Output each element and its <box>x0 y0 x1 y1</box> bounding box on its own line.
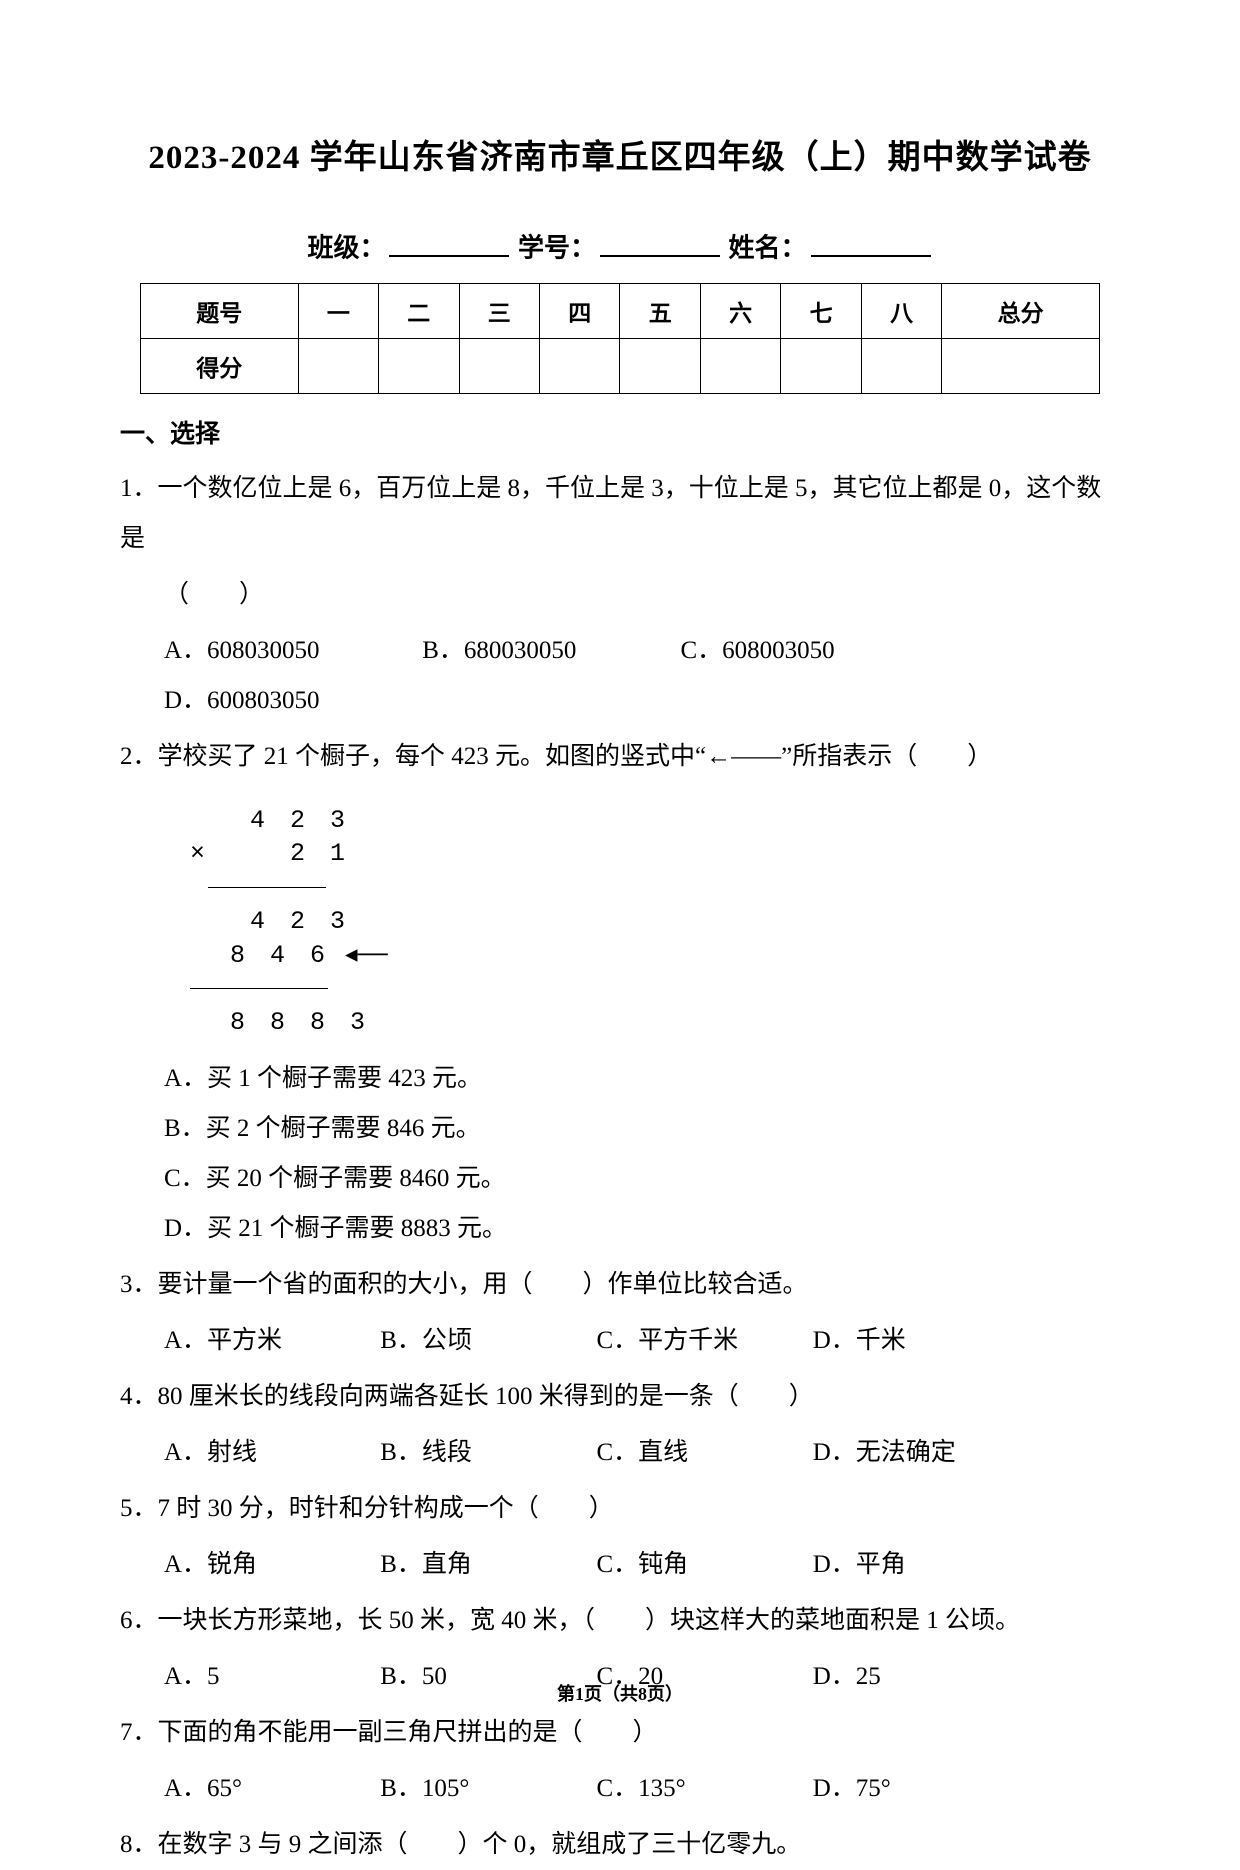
question-4-options: A．射线 B．线段 C．直线 D．无法确定 <box>120 1428 1120 1478</box>
name-blank <box>811 226 931 257</box>
mult-row-4: 8 4 6 ◂── <box>190 941 388 970</box>
question-1-paren: （ ） <box>120 570 1120 620</box>
question-3-options: A．平方米 B．公顷 C．平方千米 D．千米 <box>120 1316 1120 1366</box>
name-label: 姓名： <box>729 234 807 263</box>
score-header: 三 <box>459 283 539 338</box>
score-header: 题号 <box>141 283 299 338</box>
option-a: A．65° <box>164 1764 374 1814</box>
mult-rule-2 <box>190 988 328 989</box>
option-b: B．公顷 <box>380 1316 590 1366</box>
option-a: A．608030050 <box>164 626 416 676</box>
score-cell <box>298 338 378 393</box>
question-8: 8．在数字 3 与 9 之间添（ ）个 0，就组成了三十亿零九。 <box>120 1820 1120 1870</box>
id-blank <box>600 226 720 257</box>
question-7: 7．下面的角不能用一副三角尺拼出的是（ ） <box>120 1708 1120 1758</box>
arrow-left-icon: ◂── <box>330 941 388 970</box>
score-cell <box>379 338 459 393</box>
option-c: C．买 20 个橱子需要 8460 元。 <box>164 1154 1120 1204</box>
page-title: 2023-2024 学年山东省济南市章丘区四年级（上）期中数学试卷 <box>120 130 1120 178</box>
mult-row-4-digits: 8 4 6 <box>190 941 330 970</box>
option-d: D．无法确定 <box>813 1428 1023 1478</box>
score-cell <box>700 338 780 393</box>
question-1-options: A．608030050 B．680030050 C．608003050 D．60… <box>120 626 1120 726</box>
score-header: 七 <box>781 283 861 338</box>
score-cell <box>781 338 861 393</box>
question-6: 6．一块长方形菜地，长 50 米，宽 40 米，（ ）块这样大的菜地面积是 1 … <box>120 1596 1120 1646</box>
option-a: A．买 1 个橱子需要 423 元。 <box>164 1054 1120 1104</box>
mult-row-2: × 2 1 <box>190 839 350 868</box>
class-blank <box>389 226 509 257</box>
question-5: 5．7 时 30 分，时针和分针构成一个（ ） <box>120 1484 1120 1534</box>
score-header: 八 <box>861 283 941 338</box>
mult-row-3: 4 2 3 <box>190 907 350 936</box>
score-cell <box>861 338 941 393</box>
option-d: D．平角 <box>813 1540 1023 1590</box>
option-b: B．线段 <box>380 1428 590 1478</box>
option-c: C．钝角 <box>597 1540 807 1590</box>
option-a: A．射线 <box>164 1428 374 1478</box>
option-d: D．千米 <box>813 1316 1023 1366</box>
question-3: 3．要计量一个省的面积的大小，用（ ）作单位比较合适。 <box>120 1260 1120 1310</box>
option-b: B．105° <box>380 1764 590 1814</box>
score-header: 四 <box>540 283 620 338</box>
option-b: B．680030050 <box>422 626 674 676</box>
vertical-multiplication: 4 2 3 × 2 1 4 2 3 8 4 6 ◂── 8 8 8 3 <box>120 804 1120 1040</box>
score-header: 总分 <box>942 283 1100 338</box>
option-d: D．买 21 个橱子需要 8883 元。 <box>164 1204 1120 1254</box>
option-a: A．平方米 <box>164 1316 374 1366</box>
option-c: C．135° <box>597 1764 807 1814</box>
score-header: 二 <box>379 283 459 338</box>
id-label: 学号： <box>518 234 596 263</box>
question-1: 1．一个数亿位上是 6，百万位上是 8，千位上是 3，十位上是 5，其它位上都是… <box>120 464 1120 564</box>
option-c: C．平方千米 <box>597 1316 807 1366</box>
score-cell <box>942 338 1100 393</box>
section-1-title: 一、选择 <box>120 414 1120 450</box>
question-5-options: A．锐角 B．直角 C．钝角 D．平角 <box>120 1540 1120 1590</box>
question-2-options: A．买 1 个橱子需要 423 元。 B．买 2 个橱子需要 846 元。 C．… <box>120 1054 1120 1254</box>
question-4: 4．80 厘米长的线段向两端各延长 100 米得到的是一条（ ） <box>120 1372 1120 1422</box>
question-text: 1．一个数亿位上是 6，百万位上是 8，千位上是 3，十位上是 5，其它位上都是… <box>120 475 1101 552</box>
class-label: 班级： <box>307 234 385 263</box>
table-row: 得分 <box>141 338 1100 393</box>
option-c: C．直线 <box>597 1428 807 1478</box>
score-cell <box>459 338 539 393</box>
score-header: 一 <box>298 283 378 338</box>
option-b: B．买 2 个橱子需要 846 元。 <box>164 1104 1120 1154</box>
option-d: D．75° <box>813 1764 1023 1814</box>
score-row-label: 得分 <box>141 338 299 393</box>
option-a: A．锐角 <box>164 1540 374 1590</box>
mult-row-5: 8 8 8 3 <box>190 1008 370 1037</box>
question-7-options: A．65° B．105° C．135° D．75° <box>120 1764 1120 1814</box>
question-2: 2．学校买了 21 个橱子，每个 423 元。如图的竖式中“←——”所指表示（ … <box>120 732 1120 782</box>
mult-rule-1 <box>208 887 326 888</box>
score-cell <box>620 338 700 393</box>
score-table: 题号 一 二 三 四 五 六 七 八 总分 得分 <box>140 283 1100 394</box>
table-row: 题号 一 二 三 四 五 六 七 八 总分 <box>141 283 1100 338</box>
mult-row-1: 4 2 3 <box>190 806 350 835</box>
option-b: B．直角 <box>380 1540 590 1590</box>
option-c: C．608003050 <box>681 626 933 676</box>
option-d: D．600803050 <box>164 676 416 726</box>
score-header: 五 <box>620 283 700 338</box>
score-header: 六 <box>700 283 780 338</box>
score-cell <box>540 338 620 393</box>
mult-row-2-digits: × 2 1 <box>190 839 350 868</box>
page-footer: 第1页（共8页） <box>0 1680 1240 1706</box>
meta-line: 班级： 学号： 姓名： <box>120 226 1120 265</box>
